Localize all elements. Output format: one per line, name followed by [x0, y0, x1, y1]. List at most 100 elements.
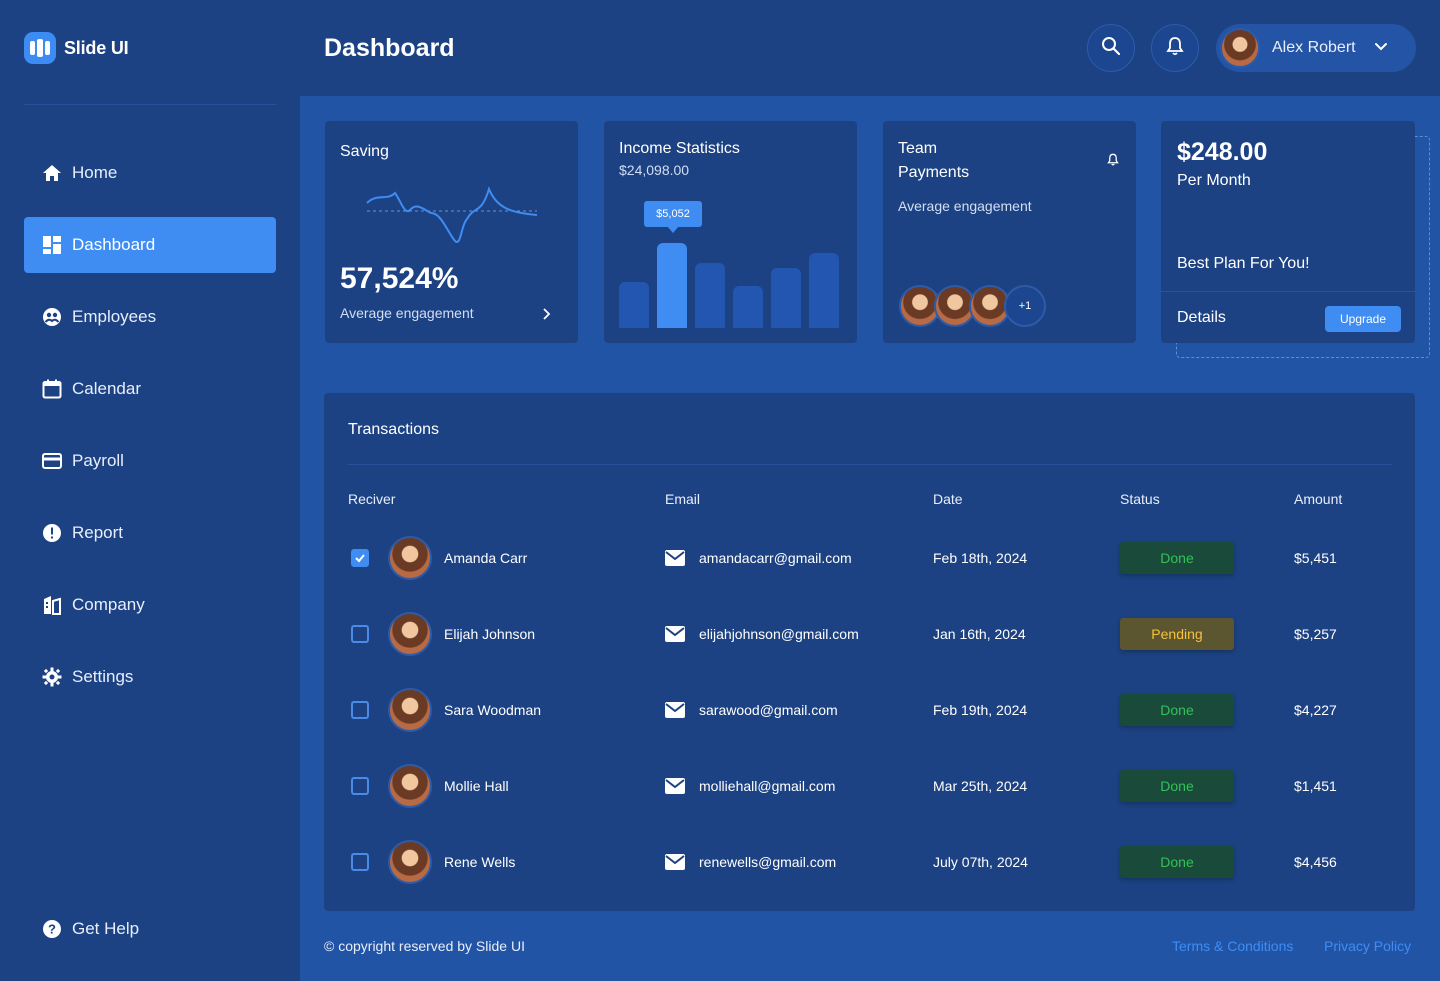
table-row[interactable]: Elijah Johnson elijahjohnson@gmail.com Jan… [324, 596, 1415, 672]
notifications-button[interactable] [1151, 24, 1199, 72]
report-icon [42, 523, 62, 543]
get-help-link[interactable]: ? Get Help [24, 901, 276, 957]
saving-value: 57,524% [340, 262, 459, 295]
transaction-amount: $5,451 [1294, 550, 1337, 566]
income-tooltip: $5,052 [644, 201, 702, 227]
table-row[interactable]: Sara Woodman sarawood@gmail.com Feb 19th, … [324, 672, 1415, 748]
receiver-avatar [388, 688, 432, 732]
sidebar-item-home[interactable]: Home [24, 145, 276, 201]
transaction-amount: $5,257 [1294, 626, 1337, 642]
saving-sparkline [366, 186, 538, 244]
page-title: Dashboard [324, 34, 455, 62]
transaction-date: July 07th, 2024 [933, 854, 1028, 870]
table-row[interactable]: Mollie Hall molliehall@gmail.com Mar 25th,… [324, 748, 1415, 824]
more-members-badge[interactable]: +1 [1004, 285, 1046, 327]
sidebar-item-label: Calendar [72, 379, 141, 398]
income-card: Income Statistics $24,098.00 $5,052 [604, 121, 857, 343]
bell-icon[interactable] [1107, 153, 1119, 171]
company-icon [42, 595, 62, 615]
transaction-amount: $4,456 [1294, 854, 1337, 870]
receiver-email: renewells@gmail.com [699, 854, 837, 870]
terms-link[interactable]: Terms & Conditions [1172, 938, 1294, 954]
team-payments-card: Team Payments Average engagement +1 [883, 121, 1136, 343]
row-checkbox[interactable] [351, 853, 369, 871]
bell-icon [1166, 36, 1184, 61]
status-label: Done [1160, 854, 1194, 870]
brand-logo-icon [24, 32, 56, 64]
status-badge: Pending [1120, 618, 1234, 650]
column-header-status[interactable]: Status [1120, 491, 1160, 507]
receiver-avatar [388, 612, 432, 656]
receiver-name: Sara Woodman [444, 702, 542, 718]
income-bar [809, 253, 839, 328]
transaction-amount: $1,451 [1294, 778, 1337, 794]
receiver-name: Elijah Johnson [444, 626, 536, 642]
transactions-title: Transactions [348, 421, 439, 438]
status-badge: Done [1120, 770, 1234, 802]
column-header-amount[interactable]: Amount [1294, 491, 1343, 507]
employees-icon [42, 307, 62, 327]
sidebar-item-label: Dashboard [72, 235, 156, 254]
receiver-name: Amanda Carr [444, 550, 528, 566]
transaction-date: Feb 18th, 2024 [933, 550, 1028, 566]
column-header-receiver[interactable]: Reciver [348, 491, 396, 507]
sidebar-item-employees[interactable]: Employees [24, 289, 276, 345]
privacy-link[interactable]: Privacy Policy [1324, 938, 1412, 954]
sidebar-item-label: Company [72, 595, 145, 614]
user-avatar [1220, 28, 1260, 68]
sidebar-item-payroll[interactable]: Payroll [24, 433, 276, 489]
transaction-date: Jan 16th, 2024 [933, 626, 1026, 642]
sidebar-item-settings[interactable]: Settings [24, 649, 276, 705]
home-icon [42, 163, 62, 183]
table-row[interactable]: Rene Wells renewells@gmail.com July 07th, … [324, 824, 1415, 900]
brand[interactable]: Slide UI [24, 32, 129, 64]
row-checkbox[interactable] [351, 549, 369, 567]
column-header-date[interactable]: Date [933, 491, 963, 507]
sidebar-item-label: Report [72, 523, 124, 542]
payroll-icon [42, 451, 62, 471]
team-subtitle: Average engagement [898, 198, 1032, 214]
team-title-line1: Team [898, 140, 938, 157]
search-button[interactable] [1087, 24, 1135, 72]
plan-card: $248.00 Per Month Best Plan For You! Det… [1161, 121, 1415, 343]
chevron-right-icon[interactable] [543, 307, 551, 325]
transaction-date: Mar 25th, 2024 [933, 778, 1028, 794]
table-row[interactable]: Amanda Carr amandacarr@gmail.com Feb 18th,… [324, 520, 1415, 596]
sidebar-item-dashboard[interactable]: Dashboard [24, 217, 276, 273]
income-bar [657, 243, 687, 328]
status-label: Pending [1151, 626, 1203, 642]
top-header: Dashboard Alex Robert [300, 0, 1440, 96]
sidebar-item-calendar[interactable]: Calendar [24, 361, 276, 417]
row-checkbox[interactable] [351, 777, 369, 795]
upgrade-button[interactable]: Upgrade [1325, 306, 1401, 332]
brand-name: Slide UI [64, 37, 129, 58]
upgrade-button-label: Upgrade [1339, 312, 1387, 326]
column-header-email[interactable]: Email [665, 491, 701, 507]
sidebar: Slide UI Home Dashboard Employees Calend… [0, 0, 300, 981]
status-badge: Done [1120, 694, 1234, 726]
income-tooltip-label: $5,052 [656, 208, 690, 220]
mail-icon [665, 626, 685, 647]
income-bar [733, 286, 763, 328]
plan-price: $248.00 [1177, 138, 1268, 166]
search-icon [1101, 36, 1121, 61]
status-badge: Done [1120, 542, 1234, 574]
user-menu[interactable]: Alex Robert [1216, 24, 1416, 72]
copyright-text: © copyright reserved by Slide UI [324, 938, 525, 954]
status-label: Done [1160, 550, 1194, 566]
mail-icon [665, 854, 685, 875]
income-amount: $24,098.00 [619, 162, 690, 178]
row-checkbox[interactable] [351, 701, 369, 719]
sidebar-divider [24, 104, 276, 105]
mail-icon [665, 550, 685, 571]
team-title-line2: Payments [898, 164, 970, 181]
receiver-avatar [388, 536, 432, 580]
mail-icon [665, 702, 685, 723]
plan-details-label: Details [1177, 309, 1226, 326]
sidebar-item-company[interactable]: Company [24, 577, 276, 633]
plan-tagline: Best Plan For You! [1177, 255, 1310, 272]
plan-period: Per Month [1177, 172, 1251, 189]
sidebar-item-report[interactable]: Report [24, 505, 276, 561]
income-title: Income Statistics [619, 140, 740, 157]
row-checkbox[interactable] [351, 625, 369, 643]
